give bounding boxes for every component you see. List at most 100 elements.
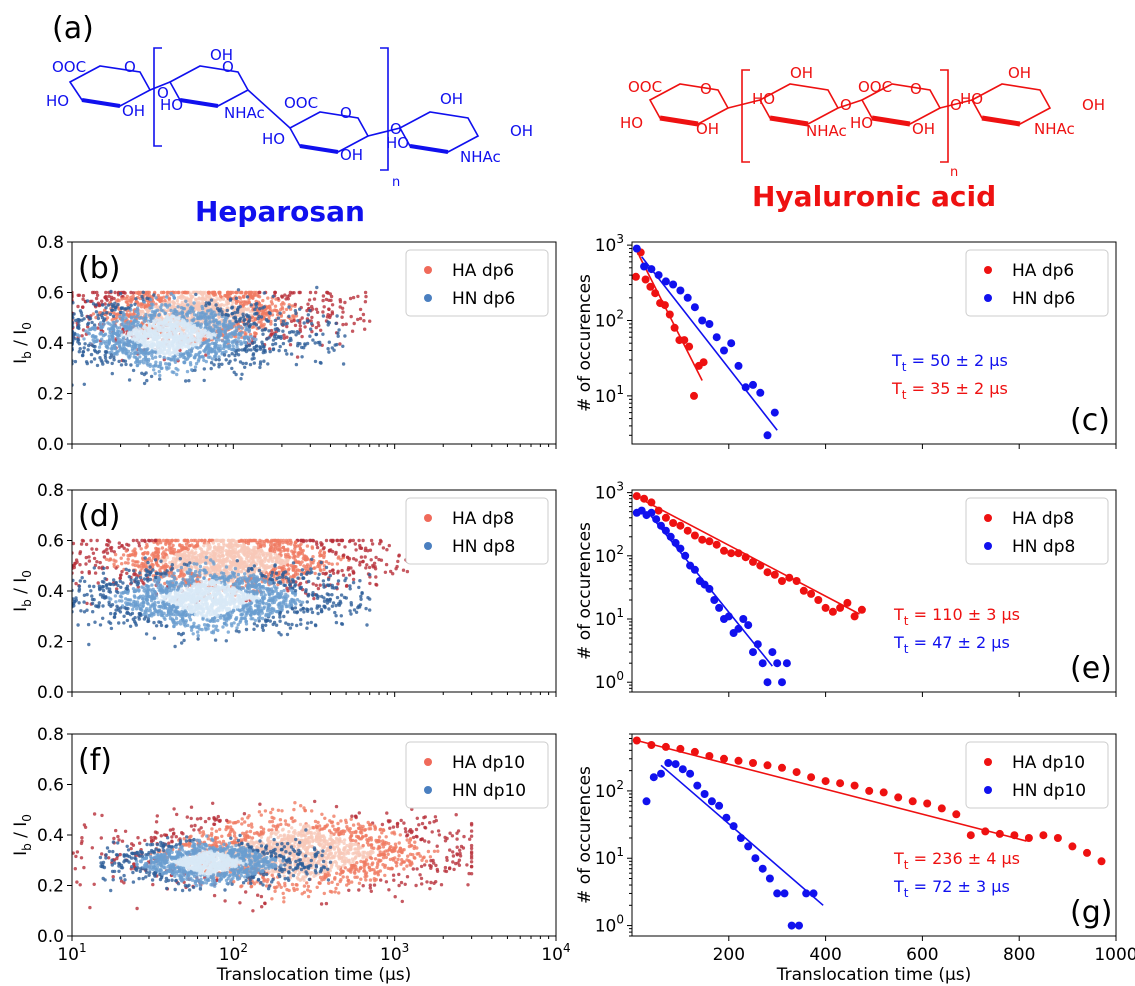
scatter-point — [110, 295, 114, 299]
scatter-point — [167, 297, 171, 301]
scatter-point — [232, 370, 236, 374]
scatter-point — [120, 297, 124, 301]
scatter-point — [370, 542, 375, 546]
scatter-point — [73, 337, 77, 341]
scatter-point — [140, 294, 144, 299]
scatter-point — [267, 329, 271, 333]
scatter-point — [84, 555, 89, 560]
scatter-point — [133, 553, 137, 558]
y-tick-label: 0.0 — [37, 435, 64, 455]
scatter-point — [241, 312, 245, 316]
scatter-point — [286, 568, 291, 572]
scatter-point — [247, 338, 251, 342]
scatter-point — [194, 342, 199, 346]
scatter-point — [368, 548, 373, 552]
scatter-point — [98, 332, 102, 336]
scatter-point — [246, 546, 250, 550]
scatter-point — [236, 288, 241, 292]
scatter-point — [244, 349, 249, 354]
scatter-point — [271, 338, 276, 342]
scatter-point — [252, 361, 256, 365]
scatter-point — [91, 551, 96, 555]
scatter-point — [305, 319, 310, 323]
scatter-point — [259, 559, 263, 563]
scatter-point — [240, 372, 244, 376]
scatter-point — [255, 348, 259, 352]
scatter-point — [185, 341, 190, 345]
scatter-point — [246, 550, 251, 554]
scatter-point — [99, 326, 103, 330]
scatter-point — [204, 301, 209, 305]
scatter-point — [200, 560, 204, 564]
scatter-point — [225, 316, 229, 320]
scatter-point — [295, 560, 299, 564]
scatter-point — [83, 342, 87, 346]
scatter-point — [265, 337, 269, 341]
scatter-point — [350, 329, 355, 333]
scatter-point — [273, 308, 277, 312]
scatter-point — [162, 555, 166, 559]
scatter-point — [79, 542, 84, 546]
scatter-point — [207, 567, 211, 571]
scatter-point — [255, 540, 259, 545]
scatter-point — [239, 570, 243, 574]
scatter-point — [230, 312, 234, 316]
scatter-point — [231, 543, 235, 548]
scatter-point — [222, 353, 227, 357]
scatter-point — [261, 350, 265, 355]
scatter-point — [95, 338, 99, 342]
scatter-point — [325, 315, 330, 319]
scatter-point — [363, 290, 368, 295]
scatter-point — [135, 363, 140, 367]
scatter-point — [165, 555, 170, 560]
scatter-point — [158, 361, 163, 365]
scatter-point — [223, 329, 227, 333]
scatter-point — [115, 315, 119, 320]
scatter-point — [361, 312, 366, 317]
scatter-point — [369, 538, 374, 543]
scatter-point — [318, 554, 322, 558]
scatter-point — [102, 318, 106, 323]
y-ticks-b: 0.00.20.40.60.8 — [37, 233, 72, 455]
scatter-point — [129, 308, 133, 312]
scatter-point — [281, 319, 285, 323]
data-point — [632, 272, 640, 281]
scatter-point — [283, 548, 287, 552]
scatter-point — [276, 334, 281, 339]
scatter-point — [303, 554, 307, 558]
scatter-point — [287, 314, 291, 318]
scatter-point — [310, 545, 314, 549]
scatter-point — [194, 345, 198, 349]
scatter-point — [405, 569, 410, 574]
scatter-point — [171, 350, 175, 354]
scatter-point — [109, 347, 114, 351]
scatter-point — [157, 351, 161, 355]
scatter-point — [253, 307, 257, 312]
scatter-point — [282, 310, 286, 314]
scatter-point — [140, 337, 145, 341]
scatter-point — [113, 346, 117, 350]
scatter-point — [143, 338, 147, 342]
scatter-point — [311, 539, 316, 543]
scatter-point — [194, 313, 199, 317]
scatter-point — [242, 322, 247, 326]
scatter-point — [240, 326, 244, 330]
scatter-point — [230, 548, 235, 553]
scatter-point — [110, 344, 115, 348]
scatter-point — [211, 541, 216, 545]
scatter-point — [298, 307, 302, 311]
scatter-point — [289, 352, 294, 356]
scatter-point — [229, 553, 234, 557]
scatter-point — [273, 549, 277, 554]
scatter-point — [194, 352, 198, 357]
scatter-point — [224, 294, 229, 299]
scatter-point — [231, 297, 236, 301]
scatter-point — [115, 333, 119, 337]
scatter-point — [303, 325, 307, 329]
scatter-point — [213, 349, 217, 354]
scatter-point — [351, 295, 356, 300]
scatter-point — [357, 538, 361, 543]
scatter-point — [124, 549, 128, 553]
legend-marker — [984, 294, 992, 302]
scatter-point — [108, 330, 112, 335]
